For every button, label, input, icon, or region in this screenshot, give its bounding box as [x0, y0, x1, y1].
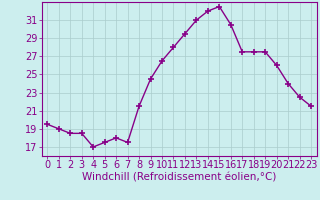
X-axis label: Windchill (Refroidissement éolien,°C): Windchill (Refroidissement éolien,°C) — [82, 173, 276, 183]
